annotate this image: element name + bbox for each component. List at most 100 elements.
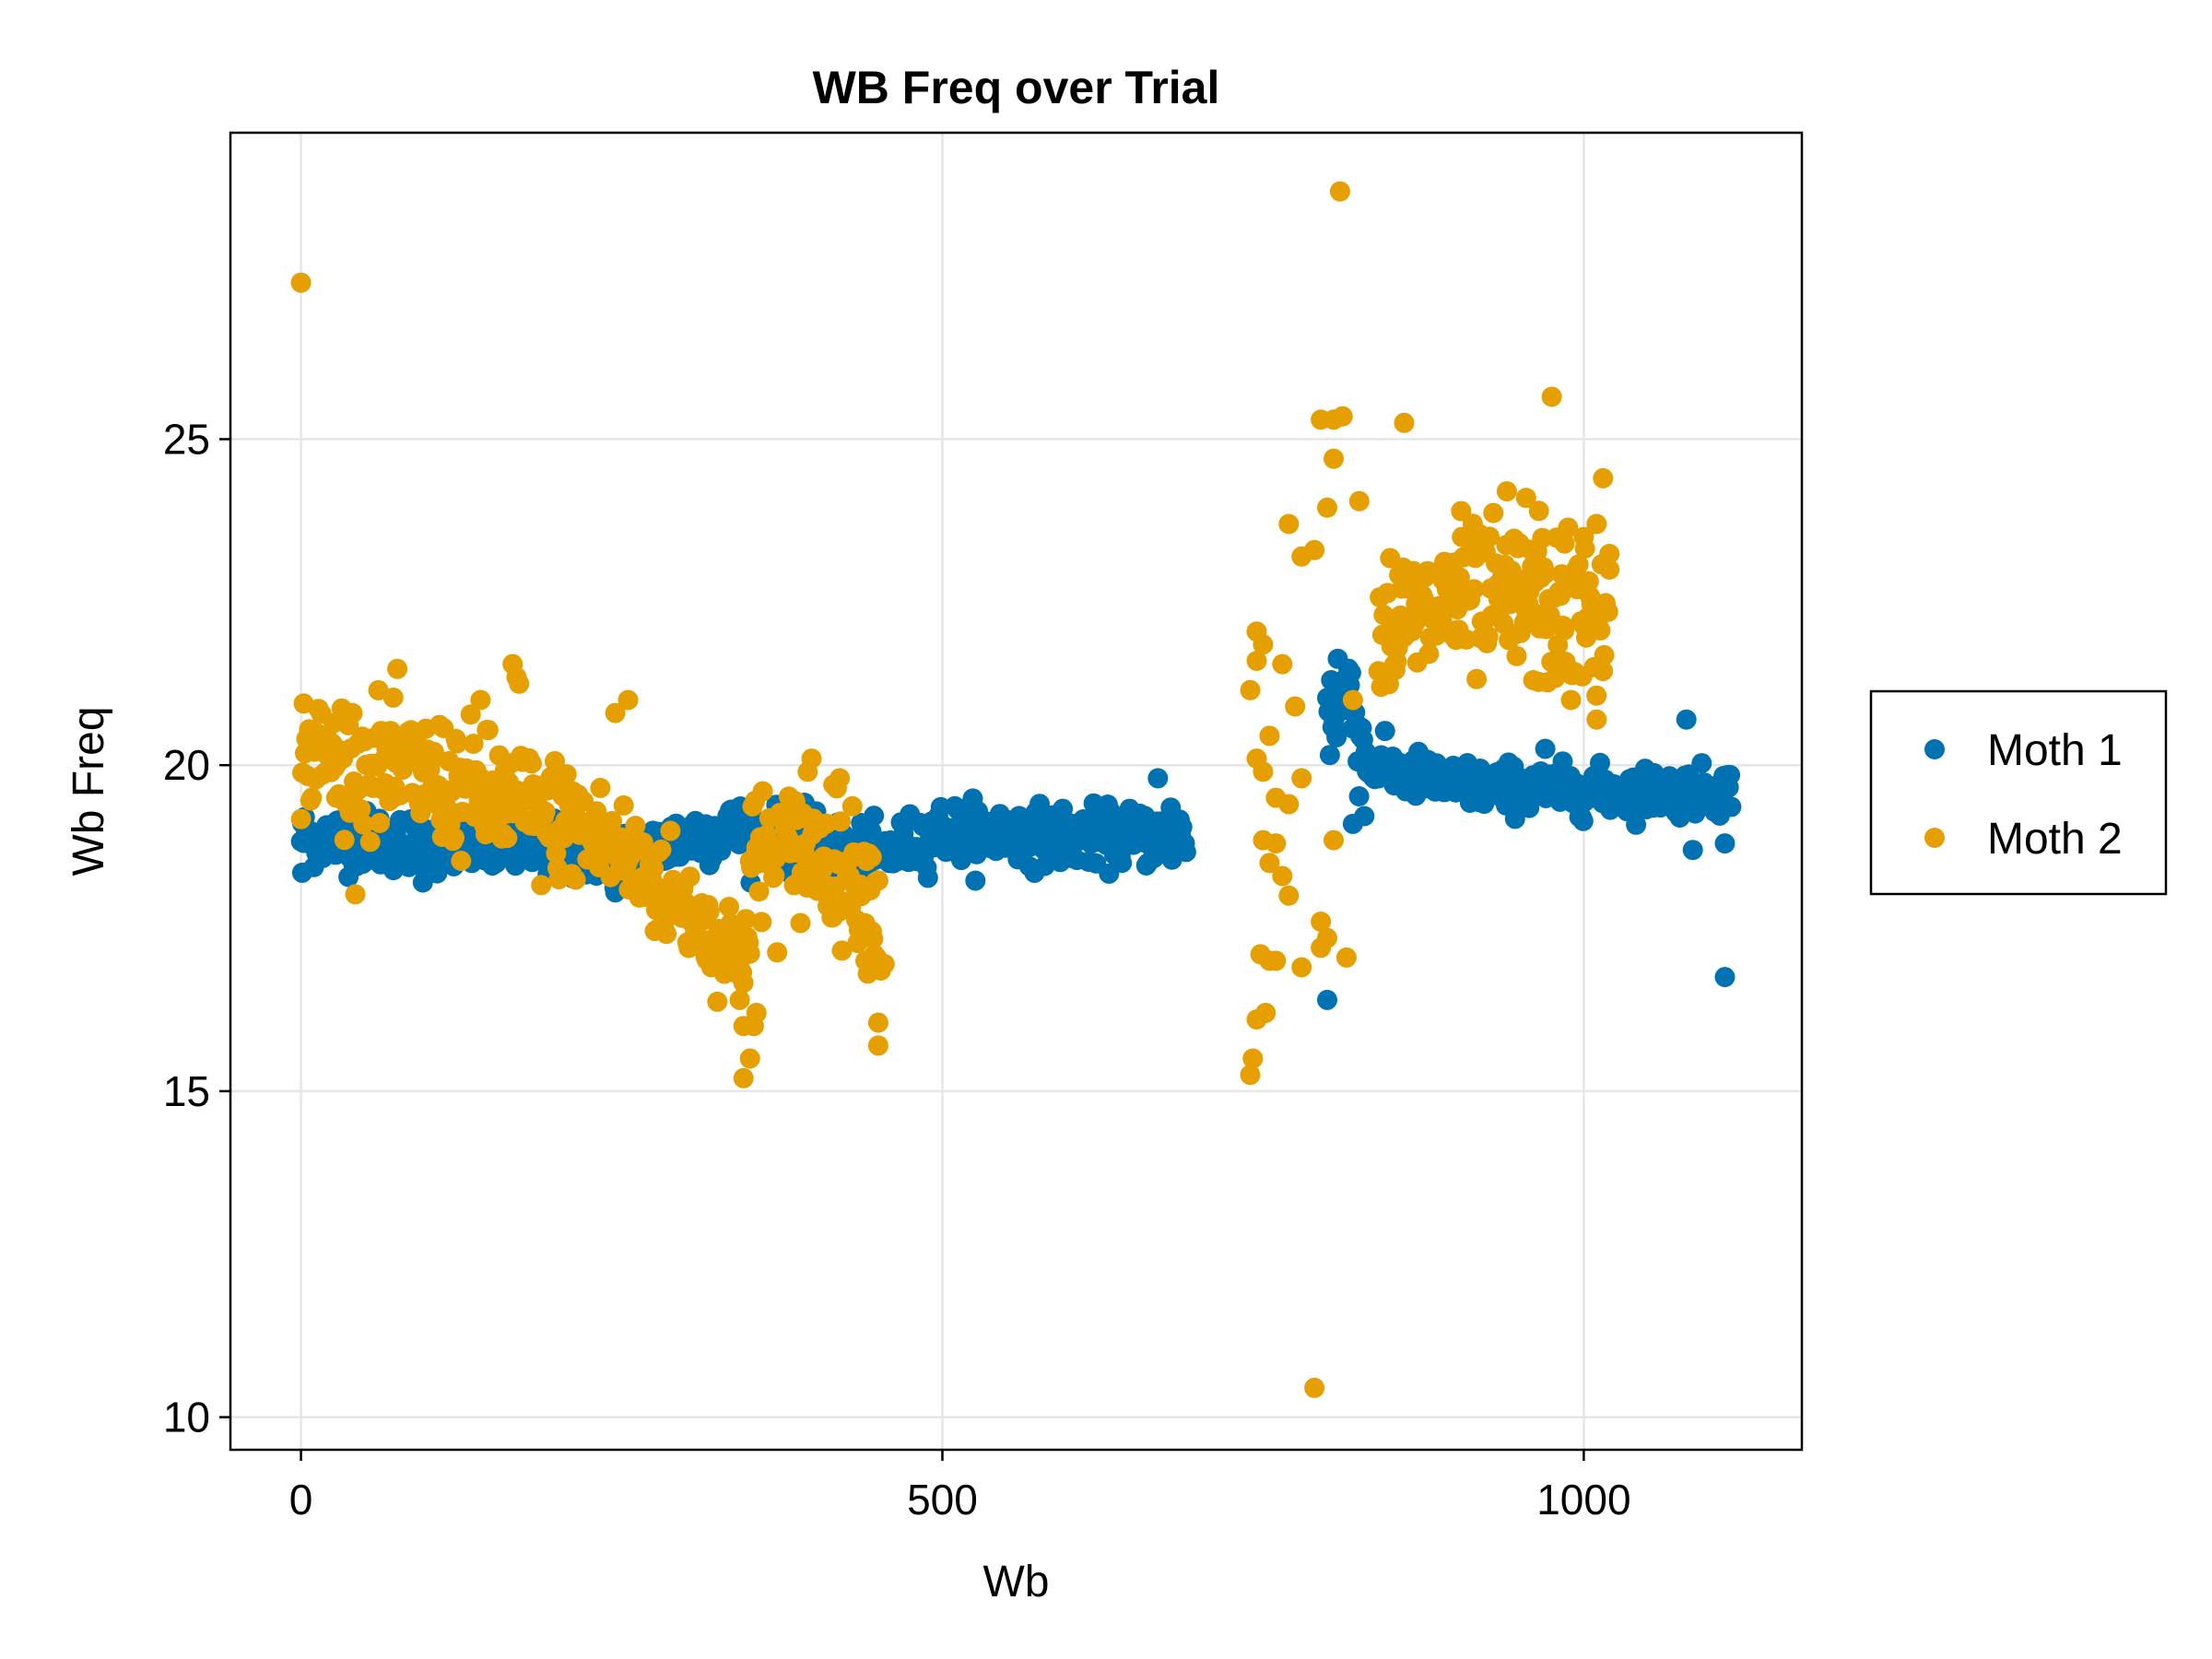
data-point [301,787,323,808]
data-point [359,831,381,853]
data-point [746,1003,767,1023]
data-point [867,1012,888,1033]
data-point [1175,841,1196,863]
data-point [423,741,444,762]
data-point [1278,513,1300,535]
data-point [1626,814,1647,835]
data-point [470,689,491,711]
data-point [509,673,530,694]
data-point [1554,619,1575,641]
data-point [1506,645,1527,666]
data-point [1112,853,1133,874]
data-point [1246,651,1267,671]
data-point [1691,753,1712,774]
data-point [1304,539,1325,560]
data-point [1535,738,1556,759]
data-point [382,687,404,708]
series-2-points [290,181,1620,1398]
data-point [586,801,607,822]
data-point [1483,502,1504,524]
data-point [556,764,577,785]
data-point [1449,567,1470,588]
data-point [497,828,518,849]
data-point [625,816,646,836]
data-point [1147,768,1169,789]
data-point [380,721,401,742]
data-point [1714,833,1735,854]
data-point [1528,500,1549,522]
legend: Moth 1 Moth 2 [1869,689,2168,896]
data-point [1255,1003,1277,1023]
plot-area-frame [229,131,1804,1452]
data-point [917,867,938,888]
data-point [1311,912,1332,932]
data-point [1586,685,1607,706]
data-point [1144,846,1165,867]
data-point [699,901,720,923]
y-axis-label: Wb Freq [65,706,113,876]
legend-label-moth-1: Moth 1 [1987,726,2123,775]
data-point [1335,947,1357,968]
data-point [867,870,888,891]
data-point [1560,689,1582,711]
data-point [1590,752,1610,773]
data-point [1240,1065,1261,1086]
data-point [1590,619,1611,641]
data-point [1532,527,1553,548]
data-point [463,734,484,754]
data-point [290,808,312,830]
data-point [1342,689,1363,711]
data-point [546,842,567,864]
data-point [1259,853,1280,874]
data-point [764,865,785,887]
legend-marker-moth-2 [1924,828,1945,848]
data-point [1272,865,1293,887]
axis-ticks: 0 500 1000 10 15 20 25 [163,415,1631,1524]
data-point [1242,1048,1264,1069]
data-point [1714,967,1735,988]
data-point [342,702,363,724]
data-point [1572,810,1594,831]
data-point [1413,588,1434,609]
data-point [334,830,355,851]
data-point [1342,813,1363,834]
data-point [1265,950,1287,971]
data-point [739,943,760,964]
data-point [1348,490,1370,512]
data-point [290,272,312,293]
data-point [1535,563,1556,584]
data-point [1586,709,1607,730]
data-point [1291,957,1312,978]
legend-marker-moth-1 [1924,739,1945,759]
data-point [752,781,773,802]
data-point [801,748,822,770]
data-point [861,921,882,942]
data-point [1278,885,1300,906]
data-point [477,720,499,741]
data-point [867,1035,888,1056]
data-point [719,897,739,917]
data-point [1240,679,1261,700]
x-tick-label: 500 [907,1476,978,1524]
data-point [460,704,481,725]
data-point [1466,668,1488,689]
data-point [412,872,433,893]
data-point [370,812,390,833]
data-point [613,794,634,816]
data-point [1317,989,1337,1010]
data-point [861,846,882,867]
data-point [1326,726,1347,747]
data-point [1253,830,1274,851]
data-point [1573,526,1594,547]
data-point [350,798,371,819]
data-point [1578,571,1599,592]
data-point [707,991,728,1012]
data-point [1171,817,1193,838]
data-point [387,658,408,679]
data-point [1682,840,1703,861]
data-point [733,1067,754,1088]
data-point [1568,554,1589,575]
data-point [444,827,465,848]
data-point [1278,794,1300,815]
